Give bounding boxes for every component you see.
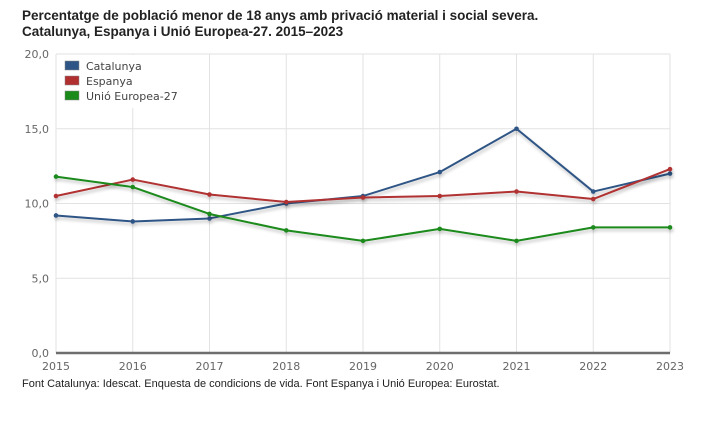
legend-box bbox=[57, 55, 195, 108]
x-tick-label: 2022 bbox=[579, 360, 607, 373]
data-point bbox=[283, 228, 289, 233]
axes: 2015 2016 2017 2018 2019 2020 2021 2022 2023 0,0 5… bbox=[25, 48, 685, 373]
y-tick-label: 15,0 bbox=[25, 123, 50, 136]
data-point bbox=[667, 171, 673, 176]
x-tick-label: 2018 bbox=[272, 360, 300, 373]
data-point bbox=[437, 193, 443, 199]
x-tick-label: 2017 bbox=[196, 360, 224, 373]
data-point bbox=[590, 196, 596, 202]
x-tick-label: 2021 bbox=[503, 360, 531, 373]
data-point bbox=[360, 238, 366, 244]
series-uni-europea-27 bbox=[53, 174, 673, 244]
data-point bbox=[360, 195, 366, 200]
y-tick-label: 5,0 bbox=[32, 272, 50, 285]
data-point bbox=[590, 225, 596, 230]
gridlines bbox=[55, 53, 671, 353]
legend: Catalunya Espanya Unió Europea-27 bbox=[57, 55, 195, 108]
x-tick-label: 2020 bbox=[426, 360, 454, 373]
chart-title-line-1: Percentatge de població menor de 18 anys… bbox=[22, 8, 539, 23]
data-point bbox=[53, 174, 59, 179]
data-point bbox=[53, 193, 59, 199]
y-tick-label: 10,0 bbox=[25, 198, 50, 211]
data-point bbox=[590, 189, 596, 194]
data-point bbox=[514, 189, 519, 194]
y-tick-label: 20,0 bbox=[25, 48, 50, 61]
legend-label: Catalunya bbox=[86, 60, 142, 73]
y-tick-label: 0,0 bbox=[32, 347, 50, 360]
x-tick-label: 2015 bbox=[42, 360, 70, 373]
data-point bbox=[207, 216, 212, 221]
data-point bbox=[437, 226, 443, 232]
x-tick-label: 2023 bbox=[656, 360, 684, 373]
data-point bbox=[207, 211, 212, 217]
data-point bbox=[130, 177, 136, 182]
series-lines bbox=[53, 126, 673, 244]
series-espanya bbox=[53, 166, 673, 205]
data-point bbox=[667, 166, 673, 172]
source-note: Font Catalunya: Idescat. Enquesta de con… bbox=[22, 378, 500, 390]
data-point bbox=[130, 184, 136, 190]
x-tick-label: 2016 bbox=[119, 360, 147, 373]
data-point bbox=[667, 225, 673, 230]
legend-swatch bbox=[64, 90, 80, 101]
legend-swatch bbox=[64, 75, 80, 86]
data-point bbox=[514, 126, 519, 132]
legend-label: Unió Europea-27 bbox=[86, 90, 178, 103]
data-point bbox=[283, 199, 289, 205]
data-point bbox=[130, 219, 136, 224]
data-point bbox=[53, 213, 59, 218]
data-point bbox=[437, 169, 443, 175]
data-point bbox=[207, 192, 212, 197]
legend-swatch bbox=[64, 60, 80, 71]
legend-label: Espanya bbox=[86, 75, 133, 88]
chart-title: Percentatge de població menor de 18 anys… bbox=[22, 8, 538, 40]
chart-title-line-2: Catalunya, Espanya i Unió Europea-27. 20… bbox=[22, 24, 344, 39]
data-point bbox=[514, 238, 519, 244]
x-tick-label: 2019 bbox=[349, 360, 377, 373]
